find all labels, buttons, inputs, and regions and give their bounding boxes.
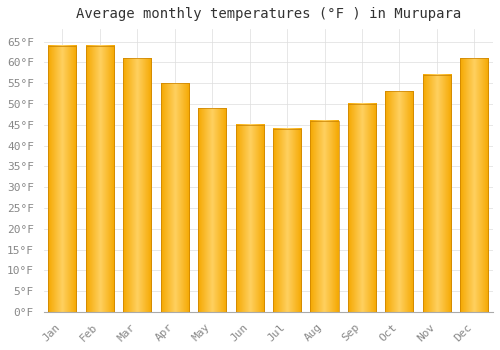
Bar xyxy=(198,108,226,312)
Bar xyxy=(348,104,376,312)
Bar xyxy=(423,75,451,312)
Bar xyxy=(160,83,189,312)
Bar xyxy=(123,58,152,312)
Title: Average monthly temperatures (°F ) in Murupara: Average monthly temperatures (°F ) in Mu… xyxy=(76,7,461,21)
Bar xyxy=(460,58,488,312)
Bar xyxy=(386,91,413,312)
Bar xyxy=(273,129,301,312)
Bar xyxy=(48,46,76,312)
Bar xyxy=(86,46,114,312)
Bar xyxy=(236,125,264,312)
Bar xyxy=(310,121,338,312)
